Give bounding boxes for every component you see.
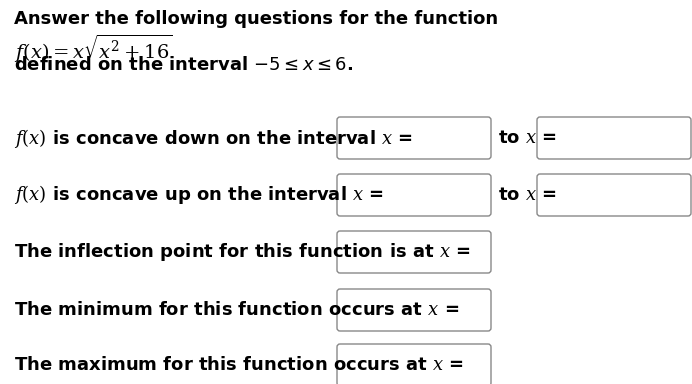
FancyBboxPatch shape [337, 289, 491, 331]
FancyBboxPatch shape [337, 174, 491, 216]
FancyBboxPatch shape [337, 117, 491, 159]
Text: to $x$ =: to $x$ = [498, 129, 557, 147]
Text: to $x$ =: to $x$ = [498, 186, 557, 204]
Text: The minimum for this function occurs at $x$ =: The minimum for this function occurs at … [14, 301, 459, 319]
FancyBboxPatch shape [337, 344, 491, 384]
Text: $f(x)$ is concave down on the interval $x$ =: $f(x)$ is concave down on the interval $… [14, 126, 413, 149]
FancyBboxPatch shape [537, 174, 691, 216]
Text: The inflection point for this function is at $x$ =: The inflection point for this function i… [14, 241, 471, 263]
Text: The maximum for this function occurs at $x$ =: The maximum for this function occurs at … [14, 356, 464, 374]
FancyBboxPatch shape [337, 231, 491, 273]
FancyBboxPatch shape [537, 117, 691, 159]
Text: $f(x)$ is concave up on the interval $x$ =: $f(x)$ is concave up on the interval $x$… [14, 184, 384, 207]
Text: defined on the interval $-5 \leq x \leq 6$.: defined on the interval $-5 \leq x \leq … [14, 56, 354, 74]
Text: $f(x) = x\sqrt{x^2 + 16}$: $f(x) = x\sqrt{x^2 + 16}$ [14, 33, 173, 65]
Text: Answer the following questions for the function: Answer the following questions for the f… [14, 10, 498, 28]
